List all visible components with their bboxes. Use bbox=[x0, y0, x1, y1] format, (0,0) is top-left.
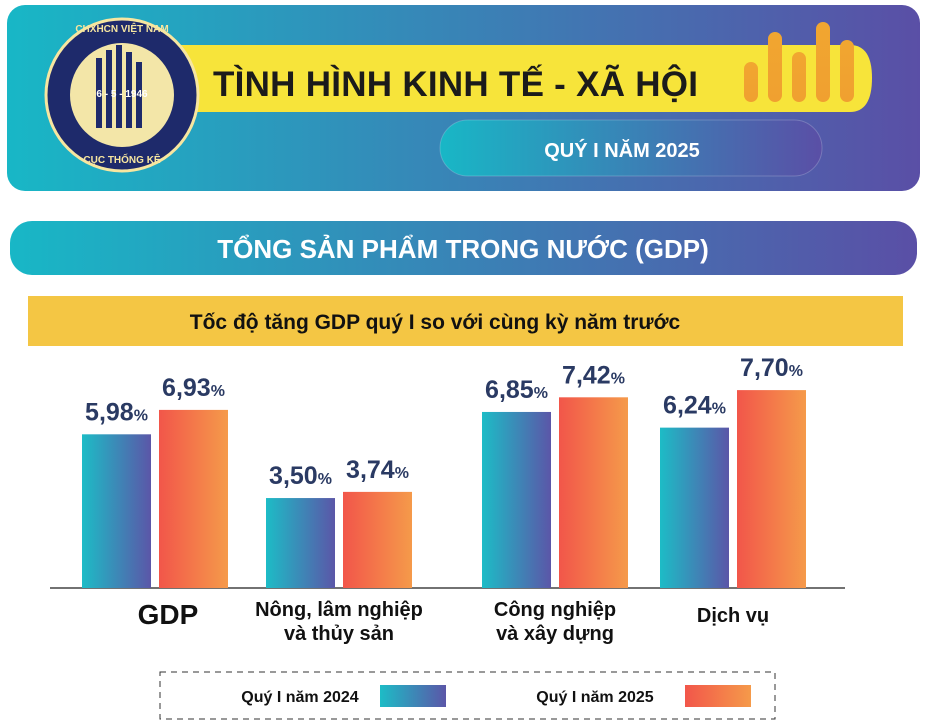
title-band bbox=[150, 45, 872, 112]
subtitle-pill bbox=[439, 119, 823, 177]
bar bbox=[159, 409, 228, 588]
value-label: 7,42% bbox=[562, 361, 625, 389]
x-tick-label: Công nghiệp và xây dựng bbox=[493, 599, 617, 645]
bars-icon bbox=[744, 22, 854, 102]
chart-title-band bbox=[28, 296, 903, 346]
bar bbox=[482, 411, 551, 588]
logo-bottom: CỤC THỐNG KÊ bbox=[83, 152, 161, 166]
bar bbox=[343, 491, 412, 588]
bar bbox=[82, 434, 151, 588]
title: TÌNH HÌNH KINH TẾ - XÃ HỘI bbox=[213, 64, 698, 104]
legend-swatch bbox=[685, 685, 751, 707]
bar bbox=[737, 390, 806, 588]
bar bbox=[266, 498, 335, 588]
section-bar bbox=[10, 221, 917, 275]
value-label: 6,24% bbox=[663, 392, 726, 420]
value-label: 6,93% bbox=[162, 374, 225, 402]
value-label: 3,74% bbox=[346, 456, 409, 484]
x-tick-label: GDP bbox=[137, 599, 199, 630]
bar bbox=[559, 397, 628, 588]
chart-title: Tốc độ tăng GDP quý I so với cùng kỳ năm… bbox=[190, 311, 681, 334]
legend-box bbox=[159, 671, 776, 720]
legend-swatch bbox=[380, 685, 446, 707]
section-title: TỔNG SẢN PHẨM TRONG NƯỚC (GDP) bbox=[217, 234, 709, 264]
subtitle: QUÝ I NĂM 2025 bbox=[544, 138, 700, 162]
x-tick-label: Nông, lâm nghiệp và thủy sản bbox=[255, 599, 423, 645]
logo-date: 6 - 5 - 1946 bbox=[96, 89, 148, 100]
value-label: 3,50% bbox=[269, 462, 332, 490]
legend-label: Quý I năm 2024 bbox=[241, 689, 358, 706]
value-label: 7,70% bbox=[740, 354, 803, 382]
value-label: 5,98% bbox=[85, 398, 148, 426]
logo-top: CHXHCN VIỆT NAM bbox=[75, 22, 168, 35]
value-label: 6,85% bbox=[485, 376, 548, 404]
x-tick-label: Dịch vụ bbox=[696, 605, 770, 627]
legend-label: Quý I năm 2025 bbox=[536, 689, 653, 706]
bar bbox=[660, 427, 729, 588]
